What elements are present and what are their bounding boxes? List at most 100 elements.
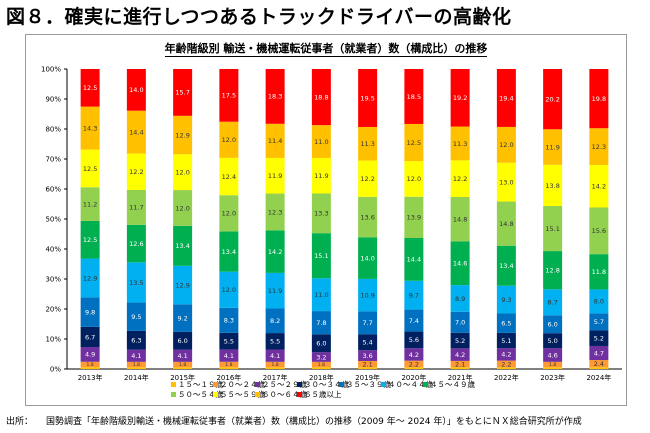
bar-segment — [80, 258, 100, 298]
bar-segment — [543, 164, 563, 207]
data-label: 12.0 — [175, 169, 189, 177]
data-label: 4.1 — [131, 352, 141, 360]
data-label: 12.2 — [129, 168, 143, 176]
bar-segment — [311, 157, 331, 194]
data-label: 11.4 — [268, 137, 282, 145]
data-label: 12.2 — [360, 175, 374, 183]
x-tick-label: 2022年 — [494, 373, 519, 382]
data-label: 9.8 — [85, 308, 95, 316]
data-label: 8.3 — [224, 317, 234, 325]
data-label: 7.0 — [455, 319, 465, 327]
data-label: 14.4 — [129, 128, 143, 136]
bar-segment — [496, 245, 516, 286]
bar-segment — [543, 361, 563, 368]
bar-segment — [173, 361, 193, 368]
x-tick-label: 2023年 — [540, 373, 565, 382]
legend-swatch — [255, 382, 260, 387]
stacked-bar-chart: 0% 10% 20% 30% 40% 50% 60% 70% 80% 90% 100% 1.8 4.9 6… — [41, 66, 622, 399]
legend-swatch — [381, 382, 386, 387]
x-tick-label: 2020年 — [401, 373, 426, 382]
bar-segment — [589, 289, 609, 314]
data-label: 11.0 — [314, 138, 328, 146]
bar-segment — [543, 69, 563, 130]
data-label: 13.8 — [545, 182, 559, 190]
data-label: 10.9 — [360, 291, 374, 299]
bar-segment — [589, 367, 609, 369]
data-label: 12.2 — [453, 175, 467, 183]
data-label: 5.4 — [362, 339, 372, 347]
bar-segment — [126, 330, 146, 350]
data-label: 14.0 — [129, 86, 143, 94]
bar-segment — [173, 225, 193, 266]
data-label: 19.8 — [592, 95, 606, 103]
data-label: 12.0 — [222, 286, 236, 294]
bar-segment — [126, 153, 146, 190]
bar-segment — [358, 126, 378, 161]
bar-segment — [358, 237, 378, 279]
data-label: 4.1 — [270, 352, 280, 360]
bar-segment — [265, 308, 285, 334]
data-label: 5.5 — [224, 337, 234, 345]
bar-segment — [589, 69, 609, 129]
data-label: 13.4 — [222, 248, 236, 256]
bar-segment — [173, 331, 193, 350]
bar-segment — [543, 315, 563, 334]
legend-swatch — [423, 382, 428, 387]
data-label: 18.8 — [314, 93, 328, 101]
bar-segment — [126, 69, 146, 111]
data-label: 4.2 — [455, 351, 465, 359]
bar-segment — [404, 331, 424, 349]
data-label: 11.0 — [314, 291, 328, 299]
data-label: 18.5 — [407, 93, 421, 101]
bar-segment — [450, 160, 470, 197]
y-tick-label: 30% — [45, 276, 61, 284]
data-label: 5.2 — [455, 337, 465, 345]
data-label: 11.7 — [129, 204, 143, 212]
data-label: 2.2 — [501, 360, 511, 368]
data-label: 5.0 — [547, 337, 557, 345]
bar-segment — [265, 361, 285, 368]
data-label: 14.3 — [83, 124, 97, 132]
bar-segment — [450, 360, 470, 368]
bar-segment — [219, 367, 239, 369]
bar-segment — [219, 157, 239, 196]
legend-label: ５０～５４歳 — [178, 389, 223, 399]
data-label: 12.5 — [83, 84, 97, 92]
data-label: 15.1 — [314, 252, 328, 260]
data-label: 11.9 — [314, 172, 328, 180]
bar-segment — [358, 367, 378, 369]
bar-segment — [589, 254, 609, 290]
bar-segment — [543, 129, 563, 165]
data-label: 1.8 — [318, 362, 325, 368]
bar-segment — [126, 367, 146, 369]
data-label: 1.8 — [549, 362, 556, 368]
bar-segment — [589, 207, 609, 255]
data-label: 2.1 — [362, 360, 372, 368]
data-label: 11.9 — [268, 287, 282, 295]
bar-segment — [450, 285, 470, 312]
source-label: 出所： — [6, 417, 34, 427]
bar-segment — [450, 241, 470, 286]
data-label: 12.6 — [129, 240, 143, 248]
x-tick-label: 2021年 — [448, 373, 473, 382]
bar-segment — [404, 348, 424, 361]
data-label: 4.7 — [594, 349, 604, 357]
data-label: 17.5 — [222, 92, 236, 100]
data-label: 13.4 — [499, 262, 513, 270]
bar-segment — [265, 333, 285, 350]
bar-segment — [173, 265, 193, 305]
x-tick-label: 2018年 — [309, 373, 334, 382]
data-label: 6.5 — [501, 320, 511, 328]
legend-swatch — [171, 382, 176, 387]
bar-segment — [173, 304, 193, 332]
data-label: 14.0 — [360, 254, 374, 262]
data-label: 12.3 — [592, 143, 606, 151]
legend-label: ３０～３４歳 — [304, 379, 349, 389]
legend-label: ２５～２９歳 — [262, 379, 307, 389]
bar-segment — [358, 196, 378, 238]
bar-segment — [589, 345, 609, 361]
data-label: 3.6 — [362, 352, 372, 360]
x-tick-label: 2017年 — [263, 373, 288, 382]
bar-segment — [404, 360, 424, 368]
bar-segment — [219, 69, 239, 122]
